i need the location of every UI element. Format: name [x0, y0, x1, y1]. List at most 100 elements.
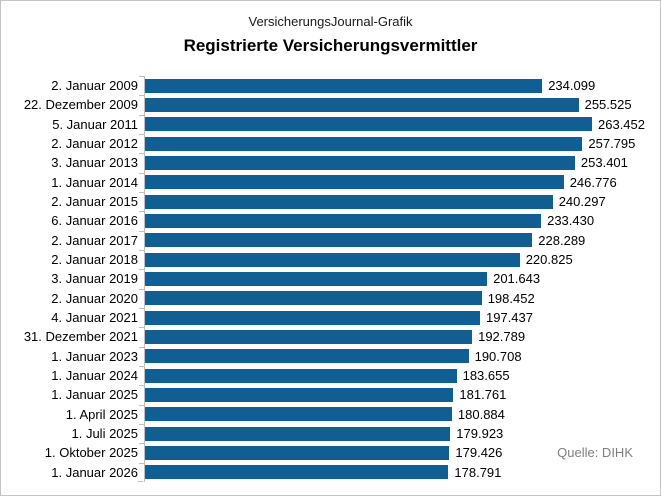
chart-row: 31. Dezember 2021 192.789: [9, 327, 652, 347]
chart-row: 2. Januar 2015 240.297: [9, 191, 652, 212]
value-label: 197.437: [486, 310, 533, 326]
bar-track: 197.437: [139, 307, 652, 328]
value-label: 257.795: [588, 136, 636, 152]
bar-track: 233.430: [139, 211, 652, 231]
bar: [145, 387, 454, 402]
bar-track: 257.795: [139, 133, 652, 154]
category-label: 31. Dezember 2021: [23, 329, 138, 345]
source-note: Quelle: DIHK: [557, 445, 633, 460]
chart-row: 2. Januar 2020 198.452: [9, 288, 652, 308]
chart-row: 1. Januar 2023 190.708: [9, 346, 652, 366]
category-label: 1. April 2025: [65, 406, 138, 422]
bar: [145, 329, 473, 344]
category-label: 3. Januar 2013: [51, 155, 138, 171]
bar: [145, 252, 520, 267]
value-label: 246.776: [569, 174, 617, 190]
bar-track: 181.761: [139, 385, 652, 405]
value-label: 178.791: [454, 464, 502, 480]
category-label: 4. Januar 2021: [51, 310, 138, 326]
bar: [145, 465, 449, 480]
chart-row: 22. Dezember 2009 255.525: [9, 95, 652, 115]
category-label: 1. Januar 2026: [51, 464, 138, 480]
category-label: 2. Januar 2015: [51, 194, 138, 210]
chart-row: 1. Januar 2025 181.761: [9, 385, 652, 405]
bar-track: 198.452: [139, 288, 652, 308]
bar-track: 253.401: [139, 153, 652, 173]
bar-track: 234.099: [139, 76, 652, 96]
category-label: 2. Januar 2012: [51, 136, 138, 152]
value-label: 198.452: [487, 290, 535, 306]
value-label: 233.430: [547, 213, 595, 229]
value-label: 192.789: [478, 329, 526, 345]
chart-row: 1. Januar 2024 183.655: [9, 365, 652, 386]
bar-track: 180.884: [139, 404, 652, 424]
chart-row: 3. Januar 2013 253.401: [9, 153, 652, 173]
value-label: 253.401: [580, 155, 628, 171]
value-label: 190.708: [474, 348, 522, 364]
bar: [145, 291, 482, 306]
category-label: 1. Juli 2025: [71, 426, 139, 442]
bar: [145, 136, 583, 151]
bar: [145, 78, 543, 93]
bar-track: 183.655: [139, 365, 652, 386]
category-label: 1. Januar 2014: [51, 174, 138, 190]
value-label: 180.884: [457, 406, 505, 422]
bar-track: 246.776: [139, 172, 652, 192]
category-label: 2. Januar 2020: [51, 290, 138, 306]
category-label: 5. Januar 2011: [52, 116, 138, 132]
chart-row: 1. Juli 2025 179.923: [9, 423, 652, 444]
bar: [145, 194, 553, 209]
value-label: 183.655: [462, 368, 510, 384]
value-label: 234.099: [548, 78, 596, 94]
bar-track: 228.289: [139, 230, 652, 250]
value-label: 263.452: [598, 116, 645, 132]
category-label: 22. Dezember 2009: [23, 97, 138, 113]
chart-row: 2. Januar 2009 234.099: [9, 76, 652, 96]
chart-row: 1. Januar 2026 178.791: [9, 462, 652, 482]
bar: [145, 117, 592, 132]
category-label: 2. Januar 2009: [51, 78, 138, 94]
bar: [145, 407, 452, 422]
category-label: 1. Januar 2023: [51, 348, 138, 364]
bar: [145, 349, 469, 364]
chart-row: 5. Januar 2011 263.452: [9, 114, 652, 134]
chart-row: 1. Oktober 2025 179.426: [9, 443, 652, 463]
category-label: 1. Januar 2024: [51, 368, 138, 384]
bar-track: 240.297: [139, 191, 652, 212]
value-label: 201.643: [493, 271, 541, 287]
chart-row: 2. Januar 2018 220.825: [9, 249, 652, 270]
bar: [145, 175, 564, 190]
page-title: Registrierte Versicherungsvermittler: [183, 36, 478, 55]
bar-track: 178.791: [139, 462, 652, 482]
value-label: 179.426: [455, 445, 503, 461]
bar: [145, 233, 533, 248]
chart-row: 6. Januar 2016 233.430: [9, 211, 652, 231]
value-label: 220.825: [525, 252, 573, 268]
bar-track: 220.825: [139, 249, 652, 270]
bar-chart: 2. Januar 2009 234.099 22. Dezember 2009…: [9, 76, 652, 482]
bar-track: 192.789: [139, 327, 652, 347]
category-label: 1. Januar 2025: [51, 387, 138, 403]
chart-row: 1. April 2025 180.884: [9, 404, 652, 424]
value-label: 240.297: [558, 194, 606, 210]
bar: [145, 426, 451, 441]
category-label: 3. Januar 2019: [51, 271, 138, 287]
category-label: 2. Januar 2017: [51, 232, 138, 248]
chart-row: 1. Januar 2014 246.776: [9, 172, 652, 192]
value-label: 181.761: [459, 387, 507, 403]
bar-track: 255.525: [139, 95, 652, 115]
bar-track: 179.426: [139, 443, 652, 463]
bar: [145, 213, 542, 228]
bar: [145, 310, 480, 325]
chart-row: 2. Januar 2012 257.795: [9, 133, 652, 154]
value-label: 228.289: [538, 232, 586, 248]
category-label: 6. Januar 2016: [51, 213, 138, 229]
chart-subtitle: VersicherungsJournal-Grafik: [248, 14, 413, 29]
bar: [145, 97, 579, 112]
category-label: 1. Oktober 2025: [44, 445, 138, 461]
bar: [145, 155, 575, 170]
bar-track: 201.643: [139, 269, 652, 289]
value-label: 179.923: [456, 426, 504, 442]
bar-track: 263.452: [139, 114, 652, 134]
